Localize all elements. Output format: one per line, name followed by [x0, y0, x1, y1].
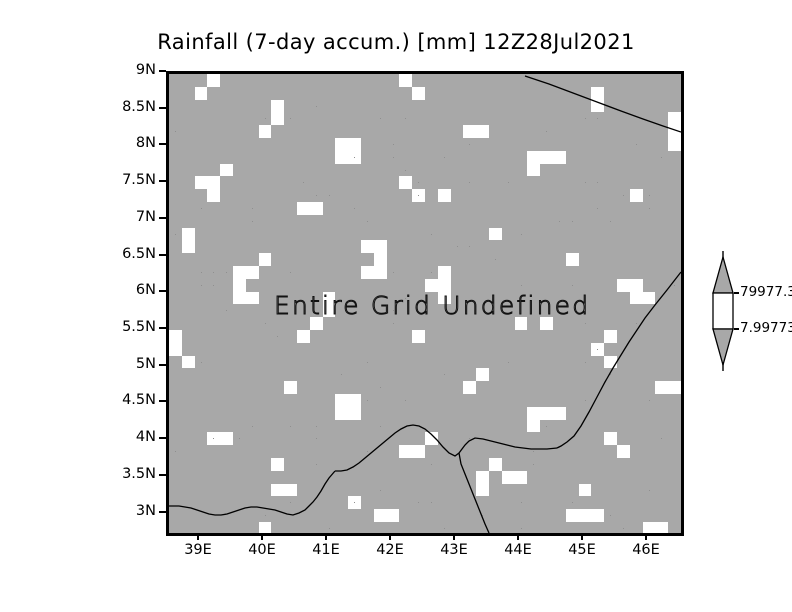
y-tick-mark	[159, 473, 166, 476]
y-tick-label-6n: 6N	[135, 282, 156, 299]
colorbar: 79977.3 7.99773	[706, 251, 792, 371]
x-tick-mark	[581, 533, 583, 540]
x-tick-mark	[261, 533, 263, 540]
colorbar-tick-upper	[734, 292, 739, 294]
y-tick-mark	[159, 216, 166, 219]
y-tick-label-6.5n: 6.5N	[122, 245, 156, 262]
plot-area	[169, 74, 681, 533]
x-tick-label-42e: 42E	[376, 542, 404, 558]
x-tick-label-41e: 41E	[312, 542, 340, 558]
y-tick-label-5.5n: 5.5N	[122, 319, 156, 336]
y-tick-mark	[159, 327, 166, 330]
y-tick-label-9n: 9N	[135, 62, 156, 78]
x-tick-label-44e: 44E	[504, 542, 532, 558]
colorbar-tick-lower	[734, 328, 739, 330]
y-tick-mark	[159, 106, 166, 109]
y-tick-mark	[159, 143, 166, 146]
x-tick-mark	[325, 533, 327, 540]
y-tick-mark	[159, 290, 166, 293]
entire-grid-undefined-text: Entire Grid Undefined	[273, 291, 591, 321]
y-tick-label-3n: 3N	[135, 502, 156, 519]
y-tick-label-4.5n: 4.5N	[122, 392, 156, 409]
y-tick-mark	[159, 437, 166, 440]
entire-grid-undefined-label: Entire Grid Undefined	[166, 262, 678, 321]
y-tick-label-7.5n: 7.5N	[122, 172, 156, 189]
plot-frame	[166, 71, 684, 536]
x-tick-mark	[517, 533, 519, 540]
x-tick-mark	[645, 533, 647, 540]
y-tick-mark	[159, 70, 166, 72]
page-title: Rainfall (7-day accum.) [mm] 12Z28Jul202…	[157, 30, 635, 54]
y-tick-label-7n: 7N	[135, 208, 156, 225]
y-tick-label-5n: 5N	[135, 355, 156, 372]
y-tick-mark	[159, 253, 166, 256]
x-tick-label-40e: 40E	[248, 542, 276, 558]
y-tick-mark	[159, 180, 166, 183]
x-tick-label-43e: 43E	[440, 542, 468, 558]
x-tick-label-45e: 45E	[568, 542, 596, 558]
x-tick-mark	[453, 533, 455, 540]
x-tick-mark	[389, 533, 391, 540]
colorbar-label-lower: 7.99773	[740, 320, 792, 336]
y-tick-mark	[159, 510, 166, 513]
y-tick-mark	[159, 400, 166, 403]
colorbar-label-upper: 79977.3	[740, 284, 792, 300]
x-tick-label-46e: 46E	[632, 542, 660, 558]
y-tick-label-3.5n: 3.5N	[122, 465, 156, 482]
colorbar-spindle-icon	[712, 251, 734, 371]
x-tick-mark	[197, 533, 199, 540]
y-tick-mark	[159, 363, 166, 366]
y-tick-label-8n: 8N	[135, 135, 156, 152]
x-tick-label-39e: 39E	[184, 542, 212, 558]
y-tick-label-8.5n: 8.5N	[122, 98, 156, 115]
y-tick-label-4n: 4N	[135, 429, 156, 446]
